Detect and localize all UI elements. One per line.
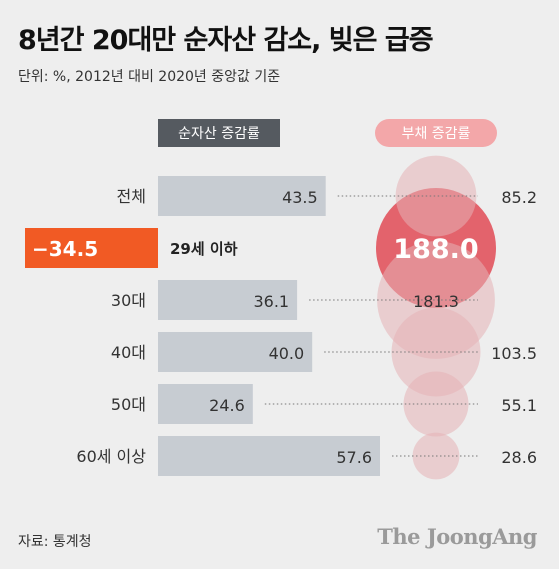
debt-bubble: [403, 371, 469, 437]
net-asset-value-label: −34.5: [32, 237, 98, 261]
debt-value-label: 103.5: [491, 344, 537, 363]
debt-header-bg: [375, 119, 497, 147]
debt-value-label: 188.0: [393, 234, 478, 265]
net-asset-value-label: 40.0: [269, 344, 305, 363]
debt-value-label: 55.1: [501, 396, 537, 415]
net-asset-header-bg: [158, 119, 280, 147]
net-asset-header: 순자산 증감률: [178, 126, 260, 142]
net-asset-bar: [158, 436, 380, 476]
category-label: 29세 이하: [170, 240, 238, 258]
debt-bubble: [391, 307, 481, 397]
debt-bubble: [395, 155, 477, 237]
net-asset-bar: [158, 280, 298, 320]
net-asset-value-label: 24.6: [209, 396, 245, 415]
net-asset-value-label: 43.5: [282, 188, 318, 207]
net-asset-bar: [158, 176, 326, 216]
brand-logo: The JoongAng: [377, 524, 537, 549]
debt-value-label: 85.2: [501, 188, 537, 207]
net-asset-bar: [158, 384, 253, 424]
net-asset-value-label: 36.1: [253, 292, 289, 311]
debt-value-label: 181.3: [413, 292, 459, 311]
debt-value-label: 28.6: [501, 448, 537, 467]
category-label: 40대: [111, 343, 146, 362]
net-asset-bar-negative: [25, 228, 158, 268]
category-label: 60세 이상: [76, 447, 146, 466]
net-asset-value-label: 57.6: [336, 448, 372, 467]
debt-header: 부채 증감률: [402, 126, 471, 142]
chart-subtitle: 단위: %, 2012년 대비 2020년 중앙값 기준: [18, 69, 281, 85]
chart-title: 8년간 20대만 순자산 감소, 빚은 급증: [18, 25, 434, 56]
source-note: 자료: 통계청: [18, 534, 92, 550]
category-label: 30대: [111, 291, 146, 310]
category-label: 전체: [117, 187, 146, 206]
category-label: 50대: [111, 395, 146, 414]
net-asset-bar: [158, 332, 313, 372]
